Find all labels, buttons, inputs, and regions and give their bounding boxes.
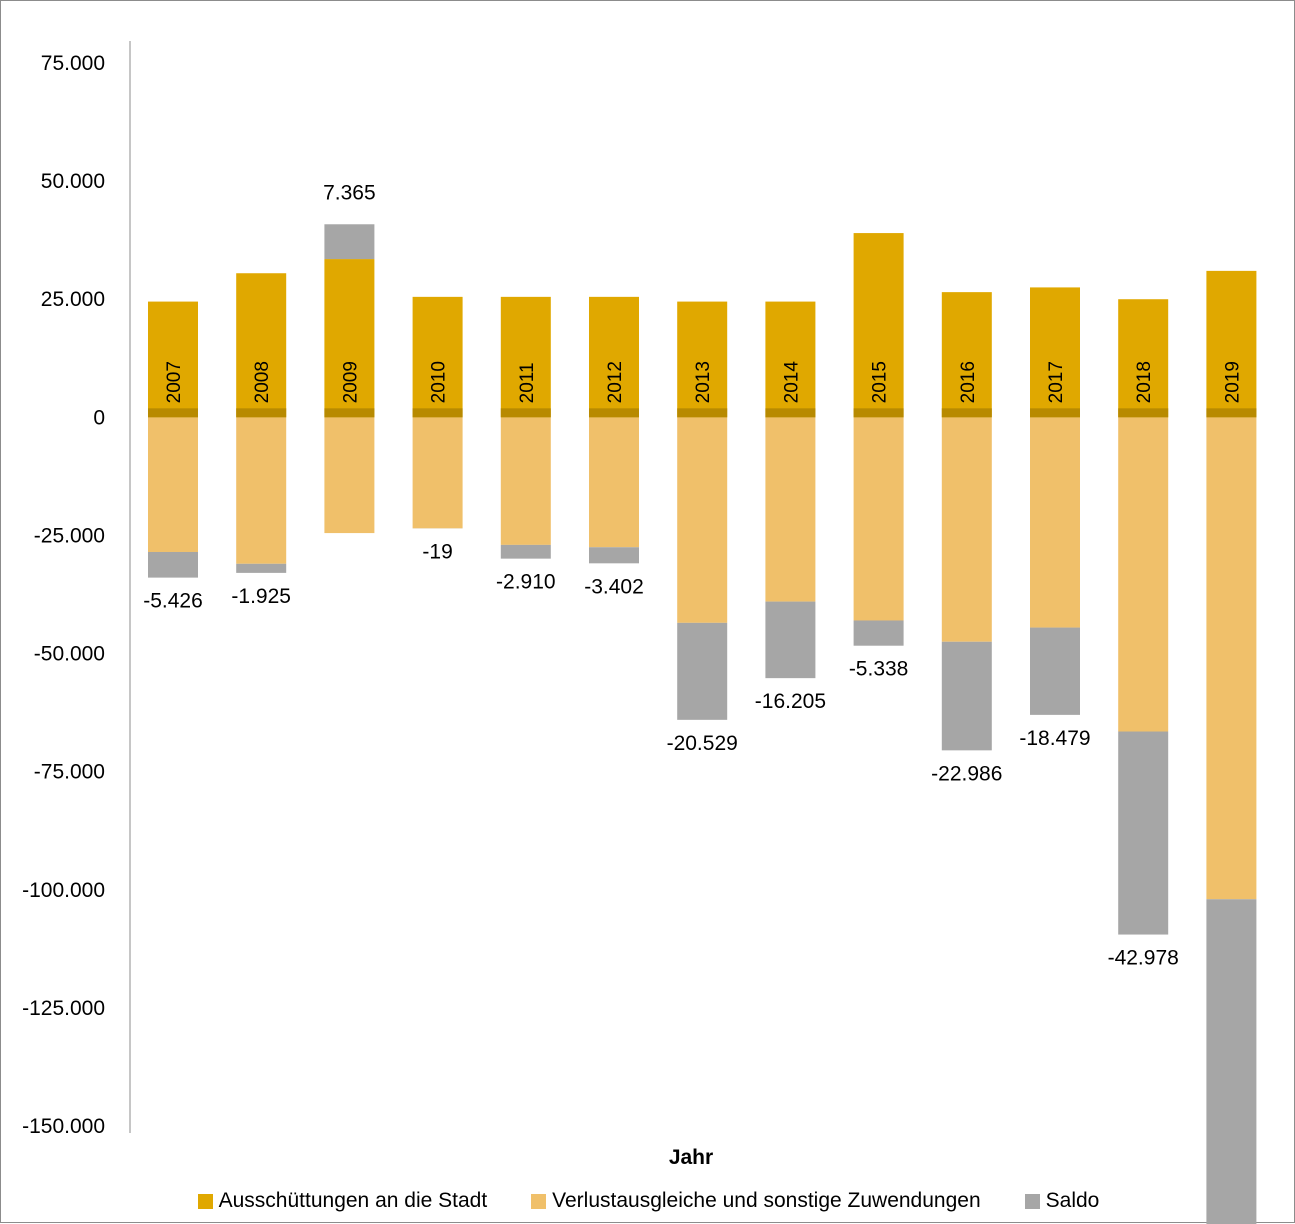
y-tick-label: 25.000 bbox=[41, 288, 105, 311]
zero-band bbox=[677, 408, 727, 417]
saldo-data-label: -18.479 bbox=[1019, 727, 1090, 750]
category-label: 2008 bbox=[252, 361, 273, 403]
bar-saldo bbox=[589, 547, 639, 563]
zero-band bbox=[413, 408, 463, 417]
zero-band bbox=[1118, 408, 1168, 417]
bar-verlustausgleiche bbox=[236, 417, 286, 563]
category-label: 2011 bbox=[517, 362, 538, 403]
legend-swatch bbox=[1025, 1194, 1040, 1209]
bar-verlustausgleiche bbox=[148, 417, 198, 552]
bar-verlustausgleiche bbox=[854, 417, 904, 620]
category-label: 2013 bbox=[693, 361, 714, 403]
category-label: 2007 bbox=[164, 361, 185, 403]
y-tick-label: 75.000 bbox=[41, 52, 105, 75]
bar-verlustausgleiche bbox=[677, 417, 727, 623]
zero-band bbox=[765, 408, 815, 417]
bar-saldo bbox=[765, 602, 815, 679]
bar-saldo bbox=[501, 545, 551, 559]
bar-verlustausgleiche bbox=[413, 417, 463, 528]
x-axis-title: Jahr bbox=[1, 1146, 1295, 1170]
category-label: 2017 bbox=[1046, 361, 1067, 403]
bar-verlustausgleiche bbox=[765, 417, 815, 601]
category-label: 2018 bbox=[1134, 361, 1155, 403]
bar-saldo bbox=[677, 623, 727, 720]
bar-verlustausgleiche bbox=[324, 417, 374, 533]
saldo-data-label: -20.529 bbox=[667, 732, 738, 755]
bar-verlustausgleiche bbox=[1118, 417, 1168, 731]
zero-band bbox=[1206, 408, 1256, 417]
category-label: 2014 bbox=[781, 361, 802, 404]
saldo-data-label: -42.978 bbox=[1108, 947, 1179, 970]
legend-swatch bbox=[531, 1194, 546, 1209]
saldo-data-label: 7.365 bbox=[323, 181, 376, 204]
bar-saldo bbox=[1030, 628, 1080, 715]
legend-item: Ausschüttungen an die Stadt bbox=[198, 1189, 488, 1213]
axis-layer: 75.000 50.000 25.000 0 -25.000 -50.000 -75.000… bbox=[22, 41, 130, 1138]
saldo-data-label: -5.338 bbox=[849, 658, 909, 681]
legend-label: Verlustausgleiche und sonstige Zuwendung… bbox=[552, 1189, 980, 1213]
saldo-data-label: -16.205 bbox=[755, 690, 826, 713]
saldo-data-label: -3.402 bbox=[584, 575, 644, 598]
zero-band bbox=[1030, 408, 1080, 417]
bar-verlustausgleiche bbox=[942, 417, 992, 641]
category-label: 2015 bbox=[870, 361, 891, 403]
y-tick-label: -150.000 bbox=[22, 1115, 105, 1138]
y-tick-label: -50.000 bbox=[34, 643, 105, 666]
zero-band bbox=[236, 408, 286, 417]
y-tick-label: 0 bbox=[93, 406, 105, 429]
legend-label: Saldo bbox=[1046, 1189, 1100, 1213]
y-tick-label: -75.000 bbox=[34, 761, 105, 784]
category-label: 2019 bbox=[1222, 361, 1243, 403]
category-label: 2009 bbox=[340, 361, 361, 403]
legend-swatch bbox=[198, 1194, 213, 1209]
zero-band bbox=[854, 408, 904, 417]
chart-legend: Ausschüttungen an die Stadt Verlustausgle… bbox=[1, 1189, 1295, 1213]
bar-saldo bbox=[1118, 732, 1168, 935]
saldo-data-label: -2.910 bbox=[496, 571, 556, 594]
bar-verlustausgleiche bbox=[589, 417, 639, 547]
bar-verlustausgleiche bbox=[501, 417, 551, 545]
bar-verlustausgleiche bbox=[1030, 417, 1080, 627]
legend-label: Ausschüttungen an die Stadt bbox=[219, 1189, 488, 1213]
zero-band bbox=[589, 408, 639, 417]
y-tick-label: -25.000 bbox=[34, 524, 105, 547]
bar-saldo bbox=[148, 552, 198, 578]
y-tick-label: -100.000 bbox=[22, 879, 105, 902]
saldo-data-label: -22.986 bbox=[931, 762, 1002, 785]
bar-saldo bbox=[854, 620, 904, 645]
category-label: 2010 bbox=[429, 361, 450, 403]
zero-band bbox=[942, 408, 992, 417]
category-label: 2012 bbox=[605, 361, 626, 403]
zero-band bbox=[148, 408, 198, 417]
legend-item: Saldo bbox=[1025, 1189, 1100, 1213]
zero-band bbox=[501, 408, 551, 417]
bar-saldo bbox=[324, 224, 374, 259]
bar-saldo bbox=[1206, 899, 1256, 1224]
zero-band bbox=[324, 408, 374, 417]
legend-item: Verlustausgleiche und sonstige Zuwendung… bbox=[531, 1189, 980, 1213]
category-label: 2016 bbox=[958, 361, 979, 403]
bar-saldo bbox=[942, 642, 992, 751]
y-tick-label: 50.000 bbox=[41, 170, 105, 193]
saldo-data-label: -19 bbox=[422, 540, 452, 563]
bar-saldo bbox=[236, 564, 286, 573]
bar-verlustausgleiche bbox=[1206, 417, 1256, 899]
saldo-data-label: -1.925 bbox=[231, 585, 291, 608]
saldo-data-label: -5.426 bbox=[143, 590, 203, 613]
y-tick-label: -125.000 bbox=[22, 997, 105, 1020]
